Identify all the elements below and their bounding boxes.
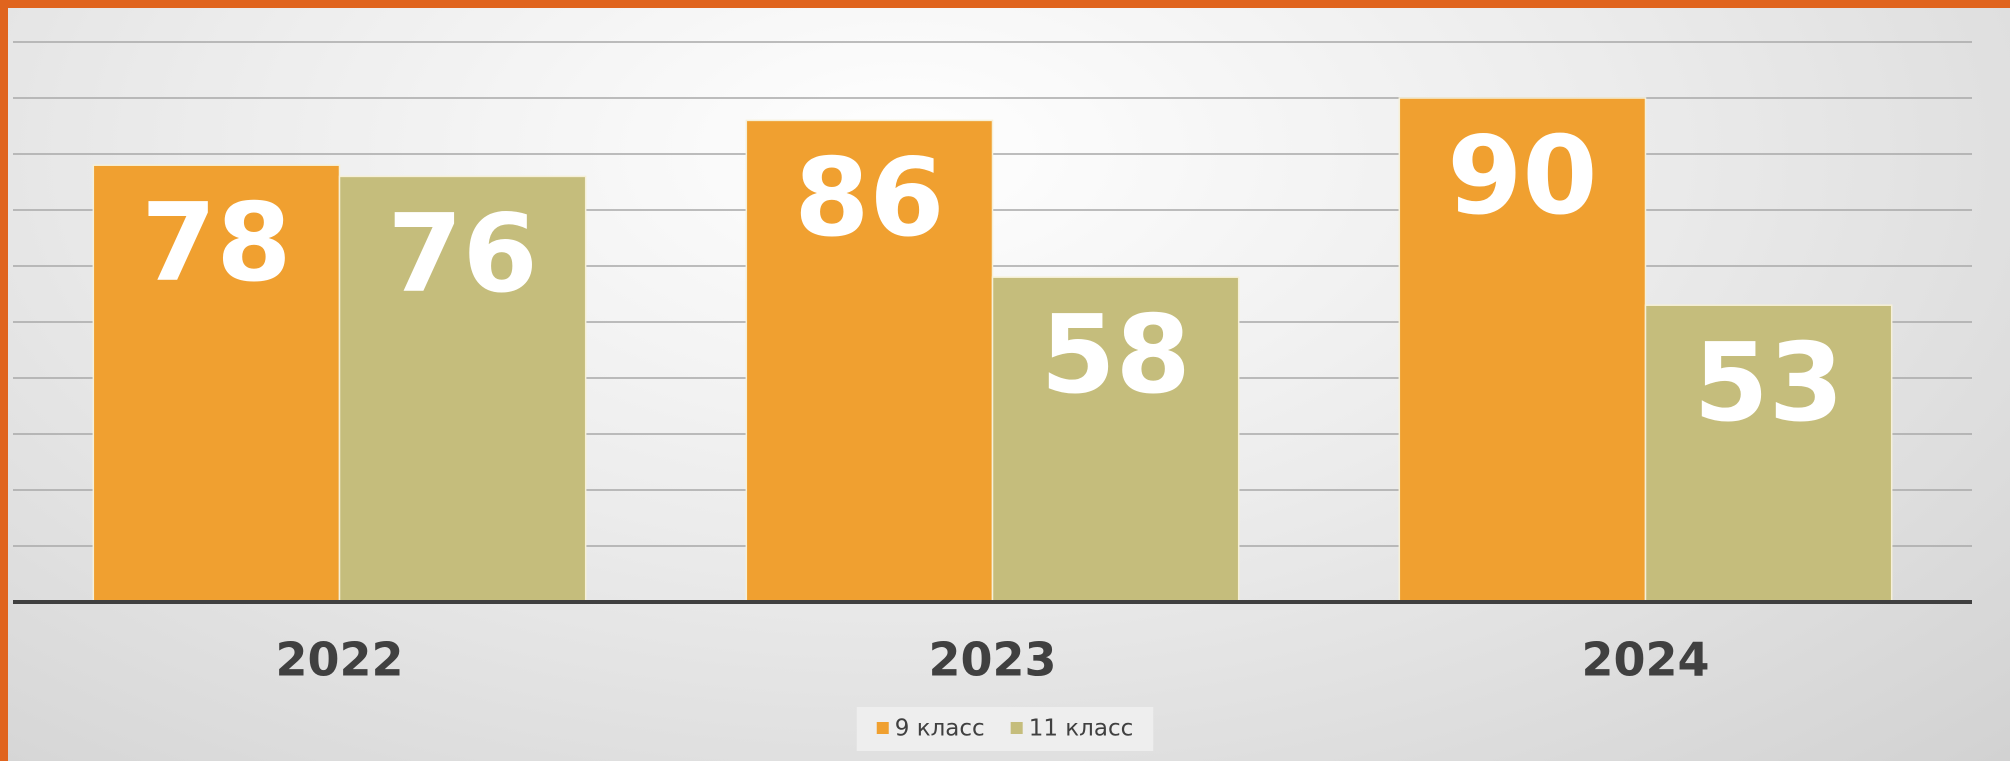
legend-label: 9 класс (895, 716, 985, 742)
legend-background (856, 707, 1154, 751)
data-label: 90 (1447, 114, 1597, 239)
bar (1644, 304, 1893, 603)
bar (1398, 97, 1647, 603)
bar (745, 119, 994, 603)
x-tick-label: 2024 (1581, 633, 1709, 687)
legend-swatch (1010, 722, 1023, 734)
x-tick-label: 2023 (928, 633, 1056, 687)
legend-label: 11 класс (1029, 716, 1134, 742)
data-label: 78 (141, 181, 291, 306)
x-tick-label: 2022 (275, 633, 403, 687)
bar (991, 276, 1240, 603)
legend: 9 класс 11 класс (856, 707, 1154, 751)
data-label: 76 (387, 192, 537, 317)
left-border (0, 0, 8, 761)
data-label: 58 (1040, 293, 1190, 418)
legend-swatch (876, 722, 889, 734)
bar (338, 175, 587, 603)
top-border (0, 0, 2010, 8)
bar (92, 164, 341, 603)
data-label: 53 (1693, 321, 1843, 446)
data-label: 86 (794, 136, 944, 261)
